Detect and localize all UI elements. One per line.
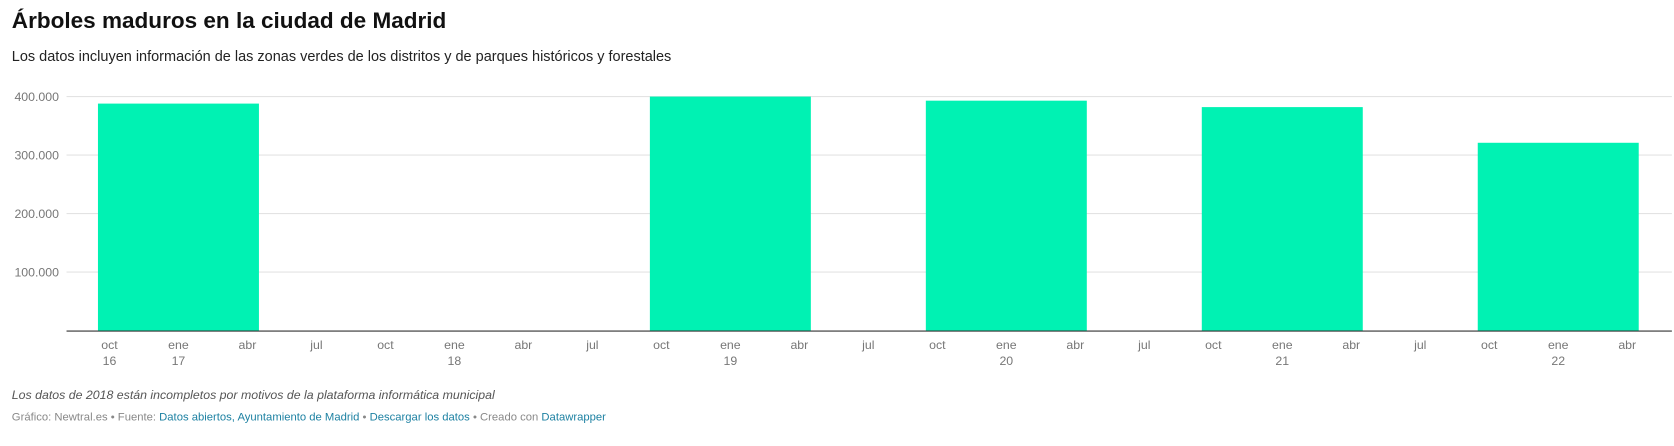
x-tick-label: abr bbox=[1618, 338, 1636, 352]
download-data-link[interactable]: Descargar los datos bbox=[369, 410, 470, 424]
credit-separator: • bbox=[359, 410, 370, 424]
x-tick-label: oct bbox=[929, 338, 946, 352]
chart-title: Árboles maduros en la ciudad de Madrid bbox=[11, 8, 447, 34]
x-tick-label: ene bbox=[720, 338, 741, 352]
x-tick-label: oct bbox=[653, 338, 670, 352]
x-tick-year-label: 20 bbox=[999, 354, 1013, 368]
bar bbox=[1201, 107, 1363, 331]
x-tick-year-label: 22 bbox=[1551, 354, 1565, 368]
x-tick-label: ene bbox=[1548, 338, 1569, 352]
bar bbox=[649, 96, 811, 331]
x-tick-label: jul bbox=[1137, 338, 1150, 352]
chart-subtitle: Los datos incluyen información de las zo… bbox=[11, 48, 672, 65]
x-tick-year-label: 18 bbox=[448, 354, 462, 368]
bar bbox=[925, 100, 1087, 331]
x-tick-year-label: 17 bbox=[172, 354, 186, 368]
x-tick-label: ene bbox=[1272, 338, 1293, 352]
x-tick-year-label: 19 bbox=[724, 354, 738, 368]
y-tick-label: 300.000 bbox=[14, 148, 59, 162]
x-tick-label: oct bbox=[1205, 338, 1222, 352]
x-tick-label: oct bbox=[1481, 338, 1498, 352]
credit-created-with: • Creado con bbox=[469, 410, 542, 424]
x-tick-label: abr bbox=[1066, 338, 1084, 352]
y-tick-label: 200.000 bbox=[14, 207, 59, 221]
y-tick-label: 100.000 bbox=[14, 265, 59, 279]
x-tick-year-label: 16 bbox=[103, 354, 117, 368]
x-tick-label: abr bbox=[239, 338, 257, 352]
x-tick-label: jul bbox=[1413, 338, 1426, 352]
x-tick-label: oct bbox=[101, 338, 118, 352]
x-tick-label: abr bbox=[1342, 338, 1360, 352]
bar bbox=[97, 103, 259, 331]
x-tick-label: abr bbox=[514, 338, 532, 352]
x-tick-year-label: 21 bbox=[1275, 354, 1289, 368]
chart-note: Los datos de 2018 están incompletos por … bbox=[11, 389, 495, 403]
source-link[interactable]: Datos abiertos, Ayuntamiento de Madrid bbox=[159, 410, 360, 424]
datawrapper-link[interactable]: Datawrapper bbox=[541, 410, 606, 424]
credit-prefix: Gráfico: Newtral.es • Fuente: bbox=[11, 410, 160, 424]
x-tick-label: abr bbox=[790, 338, 808, 352]
x-tick-label: ene bbox=[168, 338, 189, 352]
x-tick-label: jul bbox=[585, 338, 598, 352]
x-tick-label: jul bbox=[861, 338, 874, 352]
x-tick-label: ene bbox=[996, 338, 1017, 352]
x-tick-label: ene bbox=[444, 338, 465, 352]
bar bbox=[1477, 142, 1639, 331]
x-tick-label: jul bbox=[309, 338, 322, 352]
chart-credit: Gráfico: Newtral.es • Fuente: Datos abie… bbox=[12, 411, 606, 424]
x-tick-label: oct bbox=[377, 338, 394, 352]
y-tick-label: 400.000 bbox=[14, 90, 59, 104]
